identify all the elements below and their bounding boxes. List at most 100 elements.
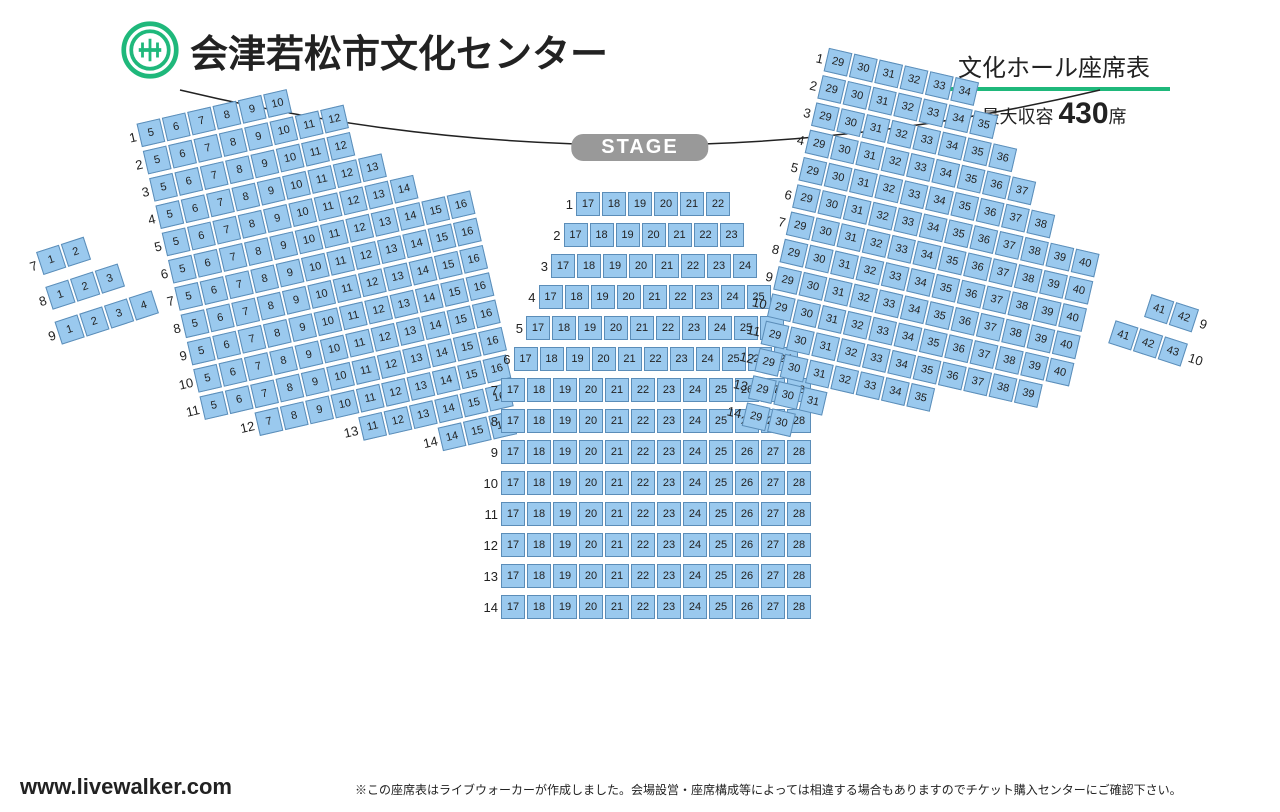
- seat: 31: [836, 223, 865, 252]
- seat: 21: [605, 471, 629, 495]
- seat: 19: [553, 378, 577, 402]
- seat: 25: [709, 440, 733, 464]
- seat: 21: [605, 564, 629, 588]
- seat: 30: [799, 272, 828, 301]
- seat: 30: [849, 54, 878, 83]
- seat: 10: [301, 253, 330, 282]
- seat: 20: [579, 564, 603, 588]
- seat: 38: [1020, 237, 1049, 266]
- row-number: 9: [756, 266, 775, 284]
- row-number: 2: [545, 228, 561, 243]
- seat: 30: [780, 354, 809, 383]
- seat: 29: [811, 102, 840, 131]
- row-number: 4: [787, 130, 806, 148]
- seat: 6: [174, 167, 203, 196]
- seat: 23: [695, 285, 719, 309]
- seat: 22: [631, 533, 655, 557]
- seat: 20: [579, 533, 603, 557]
- seat: 11: [358, 412, 387, 441]
- seat: 36: [963, 252, 992, 281]
- seat: 24: [683, 564, 707, 588]
- seat: 18: [527, 502, 551, 526]
- seat: 26: [735, 595, 759, 619]
- seat: 30: [836, 108, 865, 137]
- seat: 11: [333, 274, 362, 303]
- seat: 8: [263, 319, 292, 348]
- seat: 31: [874, 60, 903, 89]
- seat: 12: [381, 378, 410, 407]
- seat: 36: [944, 334, 973, 363]
- seat: 29: [824, 48, 853, 77]
- seat: 23: [657, 471, 681, 495]
- seat: 22: [706, 192, 730, 216]
- seat: 12: [345, 214, 374, 243]
- seat: 24: [683, 440, 707, 464]
- seat: 7: [200, 161, 229, 190]
- seat: 2: [61, 237, 91, 267]
- seat: 6: [187, 222, 216, 251]
- row-number: 4: [520, 290, 536, 305]
- seat: 29: [805, 130, 834, 159]
- seat: 15: [447, 305, 476, 334]
- row-number: 7: [768, 212, 787, 230]
- row-number: 14: [724, 403, 743, 421]
- seat: 20: [617, 285, 641, 309]
- seat: 18: [602, 192, 626, 216]
- seat: 14: [390, 175, 419, 204]
- seat: 35: [906, 383, 935, 412]
- seat: 43: [1158, 336, 1188, 366]
- seat: 23: [657, 533, 681, 557]
- seat: 30: [843, 81, 872, 110]
- seat: 32: [868, 202, 897, 231]
- seat: 10: [276, 144, 305, 173]
- seat: 10: [288, 198, 317, 227]
- seat: 21: [630, 316, 654, 340]
- seat: 7: [193, 134, 222, 163]
- seat: 19: [578, 316, 602, 340]
- seat: 20: [579, 440, 603, 464]
- seat: 35: [913, 356, 942, 385]
- seat: 38: [1001, 319, 1030, 348]
- seat: 11: [295, 111, 324, 140]
- row-number: 11: [743, 321, 762, 339]
- seat: 8: [213, 101, 242, 130]
- seat: 22: [631, 440, 655, 464]
- row-number: 13: [341, 422, 360, 440]
- seat: 14: [438, 422, 467, 451]
- seat: 7: [187, 107, 216, 136]
- seat: 34: [900, 295, 929, 324]
- seat: 28: [787, 564, 811, 588]
- seat: 36: [969, 225, 998, 254]
- seat: 13: [358, 153, 387, 182]
- seat: 39: [1033, 297, 1062, 326]
- seat: 6: [181, 194, 210, 223]
- seat: 11: [352, 356, 381, 385]
- seat: 10: [295, 225, 324, 254]
- seat: 29: [767, 293, 796, 322]
- seat: 8: [244, 237, 273, 266]
- seat: 34: [919, 213, 948, 242]
- seat: 11: [307, 165, 336, 194]
- seat: 40: [1046, 358, 1075, 387]
- seat: 6: [193, 249, 222, 278]
- section-far_right: 4142941424310: [1129, 294, 1219, 384]
- seat: 14: [428, 339, 457, 368]
- seat: 40: [1052, 330, 1081, 359]
- seat: 31: [868, 87, 897, 116]
- seat: 23: [707, 254, 731, 278]
- seat: 23: [657, 409, 681, 433]
- row-number: 14: [420, 433, 439, 451]
- footer-note: ※この座席表はライブウォーカーが作成しました。会場設営・座席構成等によっては相違…: [355, 781, 1182, 798]
- seat: 22: [631, 471, 655, 495]
- seat: 13: [407, 372, 436, 401]
- seat: 10: [320, 335, 349, 364]
- seat: 7: [255, 407, 284, 436]
- seat: 14: [434, 394, 463, 423]
- seat: 11: [314, 192, 343, 221]
- seat: 4: [129, 290, 159, 320]
- seat: 13: [383, 263, 412, 292]
- seat: 20: [642, 223, 666, 247]
- seat-row: 14171819202122232425262728: [482, 595, 813, 619]
- seat: 32: [893, 93, 922, 122]
- row-number: 7: [482, 383, 498, 398]
